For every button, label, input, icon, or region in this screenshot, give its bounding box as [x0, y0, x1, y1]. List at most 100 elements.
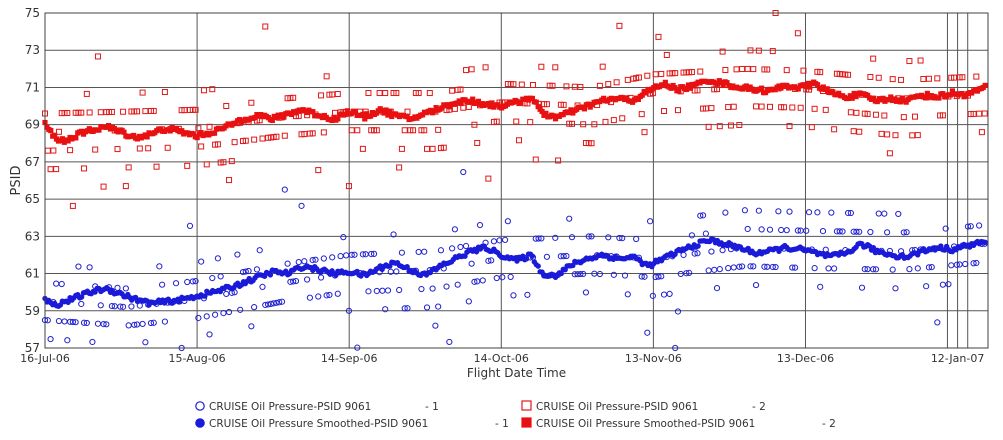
- raw-data-point: [136, 302, 143, 309]
- raw-data-point: [507, 273, 514, 280]
- raw-data-point: [872, 266, 880, 273]
- raw-data-point: [839, 228, 846, 235]
- raw-data-point: [119, 303, 127, 310]
- raw-data-point: [911, 113, 918, 120]
- raw-data-point: [644, 72, 651, 79]
- raw-data-point: [184, 278, 191, 286]
- legend-label: CRUISE Oil Pressure-PSID 9061: [536, 401, 698, 413]
- smoothed-data-point: [267, 272, 274, 278]
- raw-data-point: [518, 81, 525, 88]
- raw-data-point: [401, 305, 408, 312]
- raw-data-point: [345, 183, 352, 190]
- raw-data-point: [398, 249, 406, 256]
- raw-data-point: [262, 23, 269, 30]
- raw-data-point: [103, 321, 110, 328]
- raw-data-point: [203, 313, 210, 320]
- raw-data-point: [435, 126, 442, 133]
- raw-data-point: [415, 248, 422, 256]
- raw-data-point: [555, 157, 562, 164]
- raw-data-point: [203, 161, 210, 168]
- raw-data-point: [881, 210, 888, 217]
- raw-data-point: [616, 22, 623, 29]
- raw-data-point: [766, 103, 773, 110]
- raw-data-point: [861, 266, 868, 273]
- raw-data-point: [256, 247, 263, 254]
- raw-data-point: [864, 110, 871, 117]
- raw-data-point: [114, 146, 121, 153]
- raw-data-point: [396, 286, 403, 294]
- raw-data-point: [898, 76, 905, 83]
- raw-data-point: [281, 132, 288, 139]
- raw-data-point: [398, 145, 405, 152]
- smoothed-data-point: [73, 135, 79, 141]
- raw-data-point: [264, 301, 272, 308]
- raw-data-point: [200, 87, 207, 94]
- raw-data-point: [315, 167, 322, 174]
- raw-data-point: [747, 47, 754, 54]
- raw-data-point: [393, 90, 400, 97]
- raw-data-point: [248, 323, 255, 330]
- raw-data-point: [161, 318, 169, 325]
- raw-data-point: [619, 235, 626, 242]
- raw-data-point: [468, 66, 475, 73]
- raw-data-point: [58, 280, 65, 288]
- raw-data-point: [831, 126, 838, 133]
- raw-data-point: [900, 229, 907, 236]
- raw-data-point: [320, 255, 327, 262]
- raw-data-point: [309, 256, 316, 264]
- axes: 57 59 61 63 65 67 69 71 73 75 16-Jul-06 15-Aug-06 14…: [20, 6, 984, 365]
- raw-data-point: [577, 270, 584, 278]
- raw-data-point: [755, 207, 762, 214]
- raw-data-point: [334, 290, 341, 297]
- raw-data-point: [527, 119, 534, 126]
- raw-data-point: [465, 103, 472, 110]
- raw-data-point: [516, 137, 523, 144]
- raw-data-point: [97, 109, 104, 116]
- raw-data-point: [725, 104, 732, 111]
- raw-data-point: [549, 82, 556, 89]
- raw-data-point: [543, 253, 551, 260]
- raw-data-point: [844, 209, 852, 217]
- raw-data-point: [44, 147, 51, 154]
- smoothed-data-point: [533, 99, 539, 105]
- raw-data-point: [206, 123, 213, 130]
- raw-data-point: [856, 228, 863, 235]
- raw-data-point: [543, 101, 550, 108]
- raw-data-point: [156, 263, 163, 270]
- raw-data-point: [100, 183, 107, 190]
- raw-data-point: [463, 67, 470, 74]
- raw-data-point: [239, 268, 247, 276]
- raw-data-point: [92, 146, 99, 153]
- y-tick-label: 67: [25, 155, 40, 169]
- raw-data-point: [605, 234, 612, 241]
- raw-data-point: [867, 228, 874, 236]
- raw-data-point: [370, 250, 378, 257]
- raw-data-point: [298, 202, 305, 209]
- raw-data-point: [524, 291, 531, 298]
- raw-data-point: [884, 229, 891, 236]
- raw-data-point: [906, 266, 913, 273]
- raw-data-point: [716, 266, 723, 273]
- legend-suffix: - 2: [752, 401, 766, 413]
- raw-data-point: [585, 233, 592, 240]
- raw-data-point: [278, 298, 286, 305]
- raw-data-point: [292, 277, 300, 285]
- smoothed-data-point: [78, 294, 85, 300]
- raw-data-point: [404, 305, 411, 312]
- raw-data-point: [253, 266, 261, 273]
- raw-data-point: [217, 273, 224, 280]
- raw-data-point: [262, 301, 269, 309]
- raw-data-point: [535, 235, 542, 242]
- raw-data-point: [306, 294, 314, 301]
- raw-data-point: [329, 254, 336, 261]
- raw-data-point: [808, 124, 815, 131]
- raw-data-point: [892, 132, 899, 139]
- raw-data-point: [730, 264, 737, 271]
- raw-data-point: [951, 74, 958, 81]
- raw-data-point: [635, 74, 642, 81]
- raw-data-point: [633, 235, 640, 243]
- raw-data-point: [451, 105, 458, 112]
- raw-data-point: [978, 129, 985, 136]
- raw-data-point: [652, 71, 659, 78]
- raw-data-point: [875, 210, 882, 217]
